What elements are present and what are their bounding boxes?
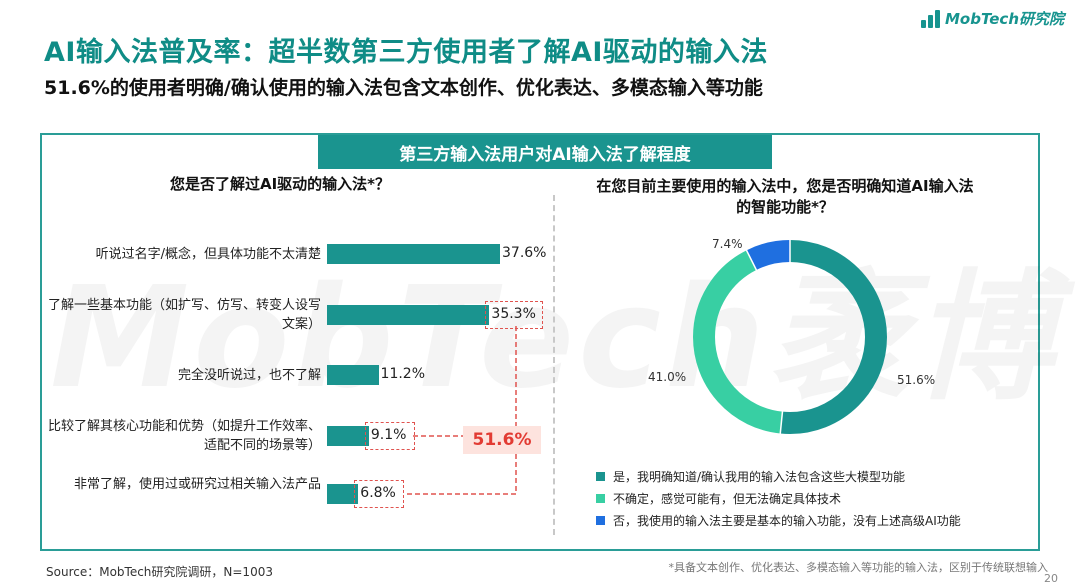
page-number: 20 (1044, 572, 1058, 585)
legend-label-unsure: 不确定，感觉可能有，但无法确定具体技术 (613, 491, 842, 506)
highlight-box (364, 422, 415, 450)
bar-value-label: 9.1% (370, 427, 407, 443)
logo-mark-icon (920, 9, 941, 28)
chart-panel-frame (40, 133, 1040, 551)
logo-text: MobTech研究院 (944, 10, 1064, 28)
page-subtitle: 51.6%的使用者明确/确认使用的输入法包含文本创作、优化表达、多模态输入等功能 (44, 77, 763, 99)
donut-legend: 是，我明确知道/确认我用的输入法包含这些大模型功能 不确定，感觉可能有，但无法确… (596, 466, 961, 532)
brand-logo: MobTech研究院 (920, 8, 1064, 29)
bar-value-label: 11.2% (380, 366, 426, 382)
page-title: AI输入法普及率：超半数第三方使用者了解AI驱动的输入法 (44, 37, 768, 68)
bar-category-label: 比较了解其核心功能和优势（如提升工作效率、适配不同的场景等） (47, 419, 321, 453)
legend-item-yes: 是，我明确知道/确认我用的输入法包含这些大模型功能 (596, 466, 961, 486)
source-note: Source：MobTech研究院调研，N=1003 (46, 565, 273, 579)
pie-label-yes: 51.6% (897, 373, 936, 387)
legend-swatch-no (596, 515, 605, 525)
bar (327, 365, 379, 385)
legend-label-no: 否，我使用的输入法主要是基本的输入功能，没有上述高级AI功能 (613, 513, 961, 528)
bar-value-label: 6.8% (360, 485, 396, 501)
legend-swatch-unsure (596, 493, 605, 503)
bar-value-label: 35.3% (491, 306, 536, 322)
legend-item-no: 否，我使用的输入法主要是基本的输入功能，没有上述高级AI功能 (596, 510, 961, 530)
bar-chart-title: 您是否了解过AI驱动的输入法*？ (169, 175, 391, 193)
bar (327, 244, 500, 264)
bar (327, 305, 490, 325)
donut-chart (693, 239, 887, 435)
bar (327, 484, 359, 504)
bar-value-label: 37.6% (502, 245, 547, 261)
donut-separator (745, 249, 758, 272)
bar-category-label: 非常了解，使用过或研究过相关输入法产品 (73, 477, 321, 492)
highlight-box (485, 301, 544, 329)
donut-slice-1 (693, 240, 887, 434)
sum-callout: 51.6% (463, 426, 541, 454)
bar-category-label: 听说过名字/概念，但具体功能不太清楚 (95, 247, 321, 262)
legend-label-yes: 是，我明确知道/确认我用的输入法包含这些大模型功能 (613, 469, 906, 484)
donut-separator (779, 410, 784, 435)
bar-category-label: 了解一些基本功能（如扩写、仿写、转变人设写文案） (47, 298, 321, 332)
highlight-box (354, 480, 405, 508)
bar (327, 426, 369, 446)
donut-chart-title: 在您目前主要使用的输入法中，您是否明确知道AI输入法的智能功能*？ (596, 177, 974, 216)
footnote: *具备文本创作、优化表达、多模态输入等功能的输入法，区别于传统联想输入 (668, 561, 1049, 574)
panel-title: 第三方输入法用户对AI输入法了解程度 (318, 135, 772, 169)
legend-item-unsure: 不确定，感觉可能有，但无法确定具体技术 (596, 488, 961, 508)
panel-divider (553, 195, 555, 535)
legend-swatch-yes (596, 471, 605, 481)
pie-label-unsure: 41.0% (648, 370, 687, 384)
pie-label-no: 7.4% (712, 237, 743, 251)
bar-category-label: 完全没听说过，也不了解 (177, 368, 321, 383)
